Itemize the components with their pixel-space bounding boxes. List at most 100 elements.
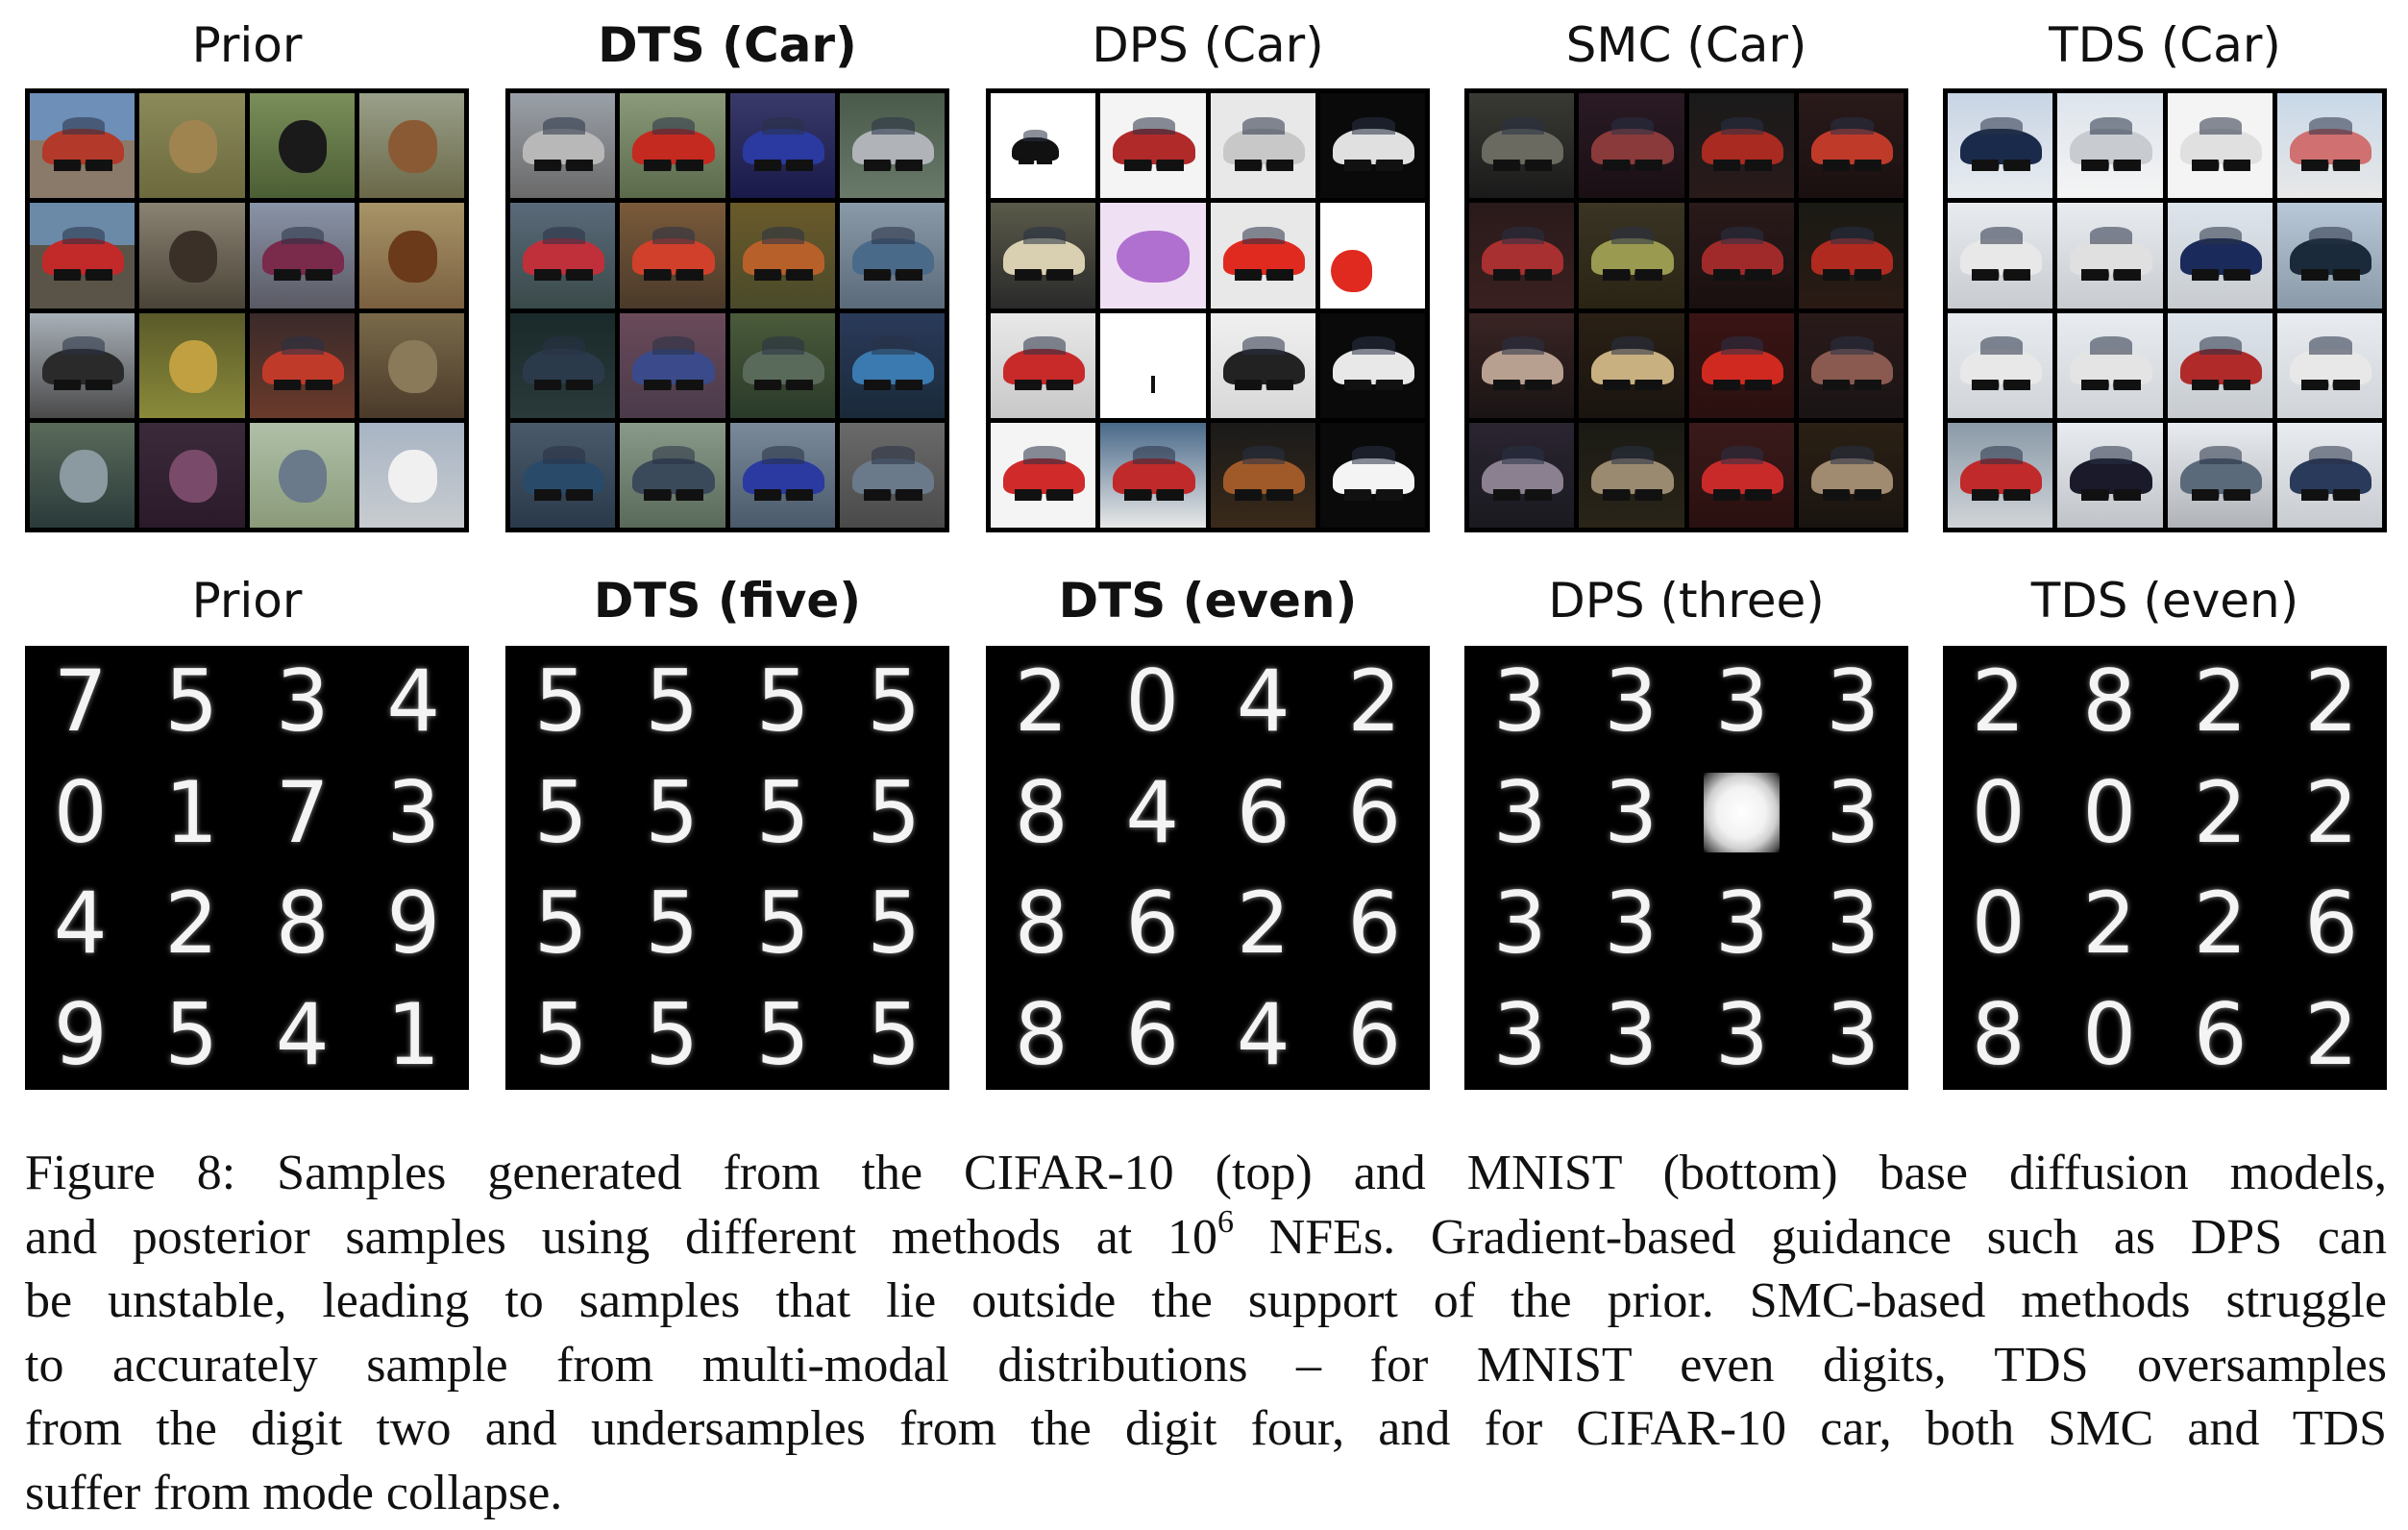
mnist-digit: 0 — [2053, 978, 2165, 1090]
mnist-grid-dps-three: 3 3 3 3 3 3 3 3 3 3 3 3 3 3 3 — [1464, 646, 1908, 1090]
cifar-sample — [1210, 203, 1315, 308]
mnist-digit: 8 — [986, 756, 1097, 868]
cifar-sample — [1319, 422, 1425, 528]
cifar-sample — [2167, 93, 2273, 199]
mnist-digit: 9 — [357, 868, 469, 979]
panel-title-dps-car: DPS (Car) — [1092, 17, 1324, 73]
mnist-digit: 4 — [1208, 646, 1319, 757]
mnist-digit: 0 — [25, 756, 136, 868]
mnist-digit: 3 — [1575, 756, 1686, 868]
cifar-sample — [839, 312, 945, 418]
cifar-sample — [2276, 312, 2382, 418]
mnist-digit: 2 — [986, 646, 1097, 757]
mnist-digit: 5 — [616, 868, 727, 979]
cifar-sample — [1100, 93, 1206, 199]
mnist-digit: 2 — [1943, 646, 2054, 757]
caption-line: and posterior samples using different me… — [25, 1203, 2388, 1271]
cifar-sample — [1798, 203, 1904, 308]
cifar-sample — [839, 203, 945, 308]
cifar-sample — [30, 312, 135, 418]
cifar-sample — [991, 93, 1096, 199]
cifar-sample — [1579, 312, 1684, 418]
mnist-digit: 6 — [2275, 868, 2387, 979]
mnist-digit: 5 — [135, 646, 247, 757]
cifar-sample — [991, 203, 1096, 308]
mnist-digit: 5 — [838, 756, 949, 868]
panel-title-prior-cifar: Prior — [191, 17, 303, 73]
mnist-digit: 3 — [1797, 868, 1908, 979]
mnist-digit: 1 — [135, 756, 247, 868]
mnist-digit: 8 — [986, 978, 1097, 1090]
caption-superscript: 6 — [1216, 1203, 1234, 1240]
cifar-sample — [510, 422, 616, 528]
mnist-digit: 3 — [1575, 978, 1686, 1090]
cifar-sample — [991, 422, 1096, 528]
mnist-digit: 2 — [2275, 978, 2387, 1090]
mnist-digit: 3 — [1575, 646, 1686, 757]
mnist-digit: 3 — [357, 756, 469, 868]
mnist-digit: 9 — [25, 978, 136, 1090]
cifar-sample — [620, 93, 725, 199]
mnist-digit: 7 — [247, 756, 358, 868]
cifar-sample — [139, 422, 245, 528]
mnist-digit: 6 — [1096, 978, 1208, 1090]
panel-title-tds-car: TDS (Car) — [2049, 17, 2281, 73]
cifar-sample — [249, 312, 355, 418]
caption-line: suffer from mode collapse. — [25, 1465, 563, 1520]
mnist-digit: 8 — [1943, 978, 2054, 1090]
cifar-sample — [1798, 93, 1904, 199]
cifar-sample — [1469, 203, 1575, 308]
cifar-sample — [249, 203, 355, 308]
cifar-sample — [2276, 422, 2382, 528]
cifar-sample — [1319, 203, 1425, 308]
mnist-digit: 3 — [1686, 646, 1798, 757]
cifar-sample — [729, 422, 835, 528]
cifar-sample — [1948, 203, 2053, 308]
mnist-digit: 4 — [25, 868, 136, 979]
cifar-grid-dts-car — [505, 88, 949, 532]
cifar-sample — [139, 312, 245, 418]
cifar-sample — [620, 203, 725, 308]
cifar-sample — [2057, 203, 2163, 308]
caption-line: from the digit two and undersamples from… — [25, 1401, 2387, 1456]
mnist-digit: 6 — [2165, 978, 2276, 1090]
cifar-sample — [2057, 312, 2163, 418]
mnist-digit: 6 — [1318, 868, 1430, 979]
mnist-digit: 5 — [505, 646, 617, 757]
caption-line-text: NFEs. Gradient-based guidance such as DP… — [1233, 1209, 2388, 1265]
mnist-blob-artifact — [1686, 756, 1798, 868]
cifar-sample — [839, 93, 945, 199]
mnist-grid-prior: 7 5 3 4 0 1 7 3 4 2 8 9 9 5 4 1 — [25, 646, 469, 1090]
mnist-digit: 7 — [25, 646, 136, 757]
mnist-digit: 5 — [616, 646, 727, 757]
cifar-sample — [30, 422, 135, 528]
cifar-sample — [510, 312, 616, 418]
mnist-digit: 8 — [247, 868, 358, 979]
cifar-grid-dps-car — [986, 88, 1430, 532]
mnist-digit: 2 — [2275, 756, 2387, 868]
mnist-digit: 2 — [1318, 646, 1430, 757]
cifar-sample — [30, 203, 135, 308]
cifar-sample — [358, 312, 464, 418]
cifar-sample — [620, 422, 725, 528]
mnist-digit: 0 — [1943, 756, 2054, 868]
cifar-sample — [729, 203, 835, 308]
panel-title-tds-even: TDS (even) — [2030, 573, 2299, 629]
cifar-sample — [1319, 312, 1425, 418]
cifar-sample — [1948, 312, 2053, 418]
panel-title-dps-three: DPS (three) — [1548, 573, 1825, 629]
mnist-digit: 5 — [616, 756, 727, 868]
mnist-digit: 3 — [1464, 978, 1576, 1090]
mnist-digit: 3 — [1464, 868, 1576, 979]
figure-caption: Figure 8: Samples generated from the CIF… — [25, 1142, 2387, 1525]
cifar-sample — [1688, 422, 1794, 528]
mnist-grid-dts-five: 5 5 5 5 5 5 5 5 5 5 5 5 5 5 5 5 — [505, 646, 949, 1090]
panel-title-dts-car: DTS (Car) — [598, 17, 857, 73]
cifar-sample — [1319, 93, 1425, 199]
mnist-digit: 3 — [1686, 868, 1798, 979]
mnist-digit: 5 — [727, 868, 839, 979]
mnist-digit: 3 — [247, 646, 358, 757]
cifar-sample — [2167, 312, 2273, 418]
cifar-sample — [510, 203, 616, 308]
mnist-digit: 5 — [727, 646, 839, 757]
